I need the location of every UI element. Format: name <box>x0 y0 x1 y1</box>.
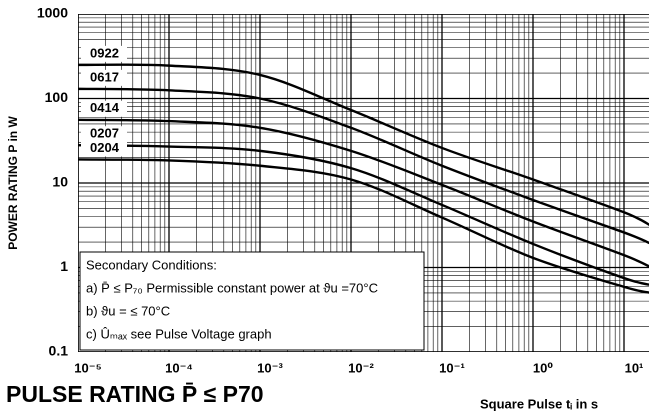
curve <box>78 118 649 268</box>
curve <box>78 63 649 227</box>
annotation-line: Secondary Conditions: <box>86 257 217 272</box>
y-axis-label: POWER RATING P in W <box>6 116 20 250</box>
series-label: 0414 <box>90 100 120 115</box>
y-tick-label: 1000 <box>37 5 68 21</box>
x-tick-label: 10⁻¹ <box>439 360 465 375</box>
x-tick-label: 10⁻⁵ <box>74 360 101 375</box>
annotation-line: a) P̄ ≤ P₇₀ Permissible constant power a… <box>86 280 378 295</box>
series-label-box <box>81 126 127 143</box>
curves <box>78 63 649 294</box>
x-axis-label: Square Pulse tᵢ in s <box>480 396 598 411</box>
x-tick-label: 10⁰ <box>533 360 553 375</box>
series-label: 0204 <box>90 140 120 155</box>
series-label-box <box>81 140 127 157</box>
series-label-box <box>81 69 127 86</box>
x-tick-label: 10⁻⁴ <box>165 360 193 375</box>
y-tick-label: 10 <box>52 174 68 190</box>
series-label-box <box>81 100 127 117</box>
y-tick-label: 0.1 <box>49 343 69 359</box>
curve <box>78 158 649 294</box>
annotation-box <box>79 251 425 351</box>
curve <box>78 87 649 245</box>
overlay: 10⁻⁵ 10⁻⁴ 10⁻³ 10⁻² 10⁻¹ 10⁰ 10¹ 0.1 1 10 100 1000 0… <box>37 5 644 376</box>
series-label: 0207 <box>90 126 119 141</box>
annotation-line: b) ϑu = ≤ 70°C <box>86 303 170 318</box>
series-label: 0922 <box>90 45 119 60</box>
annotation-line: c) Ûₘₐₓ see Pulse Voltage graph <box>86 326 272 341</box>
y-tick-label: 1 <box>60 258 68 274</box>
x-tick-label: 10⁻³ <box>257 360 283 375</box>
series-label: 0617 <box>90 69 119 84</box>
y-tick-label: 100 <box>45 89 69 105</box>
x-tick-label: 10⁻² <box>348 360 374 375</box>
chart-title: PULSE RATING P̄ ≤ P70 <box>6 381 264 407</box>
series-label-box <box>81 45 127 62</box>
x-tick-label: 10¹ <box>625 360 644 375</box>
curve <box>78 144 649 286</box>
